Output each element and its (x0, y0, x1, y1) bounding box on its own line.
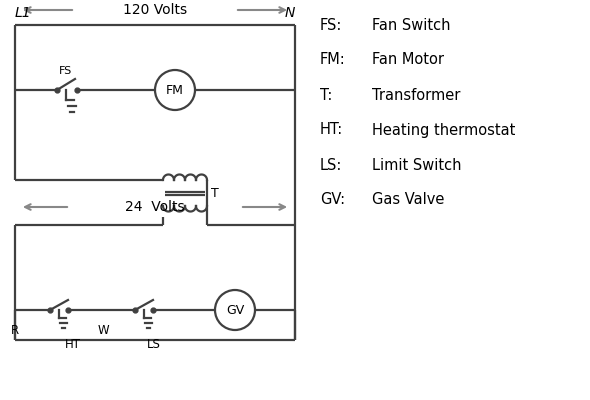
Text: FS: FS (59, 66, 72, 76)
Text: Gas Valve: Gas Valve (372, 192, 444, 208)
Text: L1: L1 (15, 6, 32, 20)
Text: Heating thermostat: Heating thermostat (372, 122, 516, 138)
Text: FM:: FM: (320, 52, 346, 68)
Text: R: R (11, 324, 19, 336)
Text: 24  Volts: 24 Volts (125, 200, 185, 214)
Text: Fan Motor: Fan Motor (372, 52, 444, 68)
Text: LS:: LS: (320, 158, 342, 172)
Text: HT: HT (65, 338, 81, 350)
Text: FS:: FS: (320, 18, 342, 32)
Text: HT:: HT: (320, 122, 343, 138)
Text: W: W (98, 324, 110, 336)
Text: Limit Switch: Limit Switch (372, 158, 461, 172)
Text: LS: LS (147, 338, 161, 350)
Text: T:: T: (320, 88, 332, 102)
Text: Transformer: Transformer (372, 88, 460, 102)
Text: 120 Volts: 120 Volts (123, 3, 187, 17)
Text: GV: GV (226, 304, 244, 316)
Text: GV:: GV: (320, 192, 345, 208)
Text: T: T (211, 187, 219, 200)
Text: N: N (284, 6, 295, 20)
Text: FM: FM (166, 84, 184, 96)
Text: Fan Switch: Fan Switch (372, 18, 451, 32)
